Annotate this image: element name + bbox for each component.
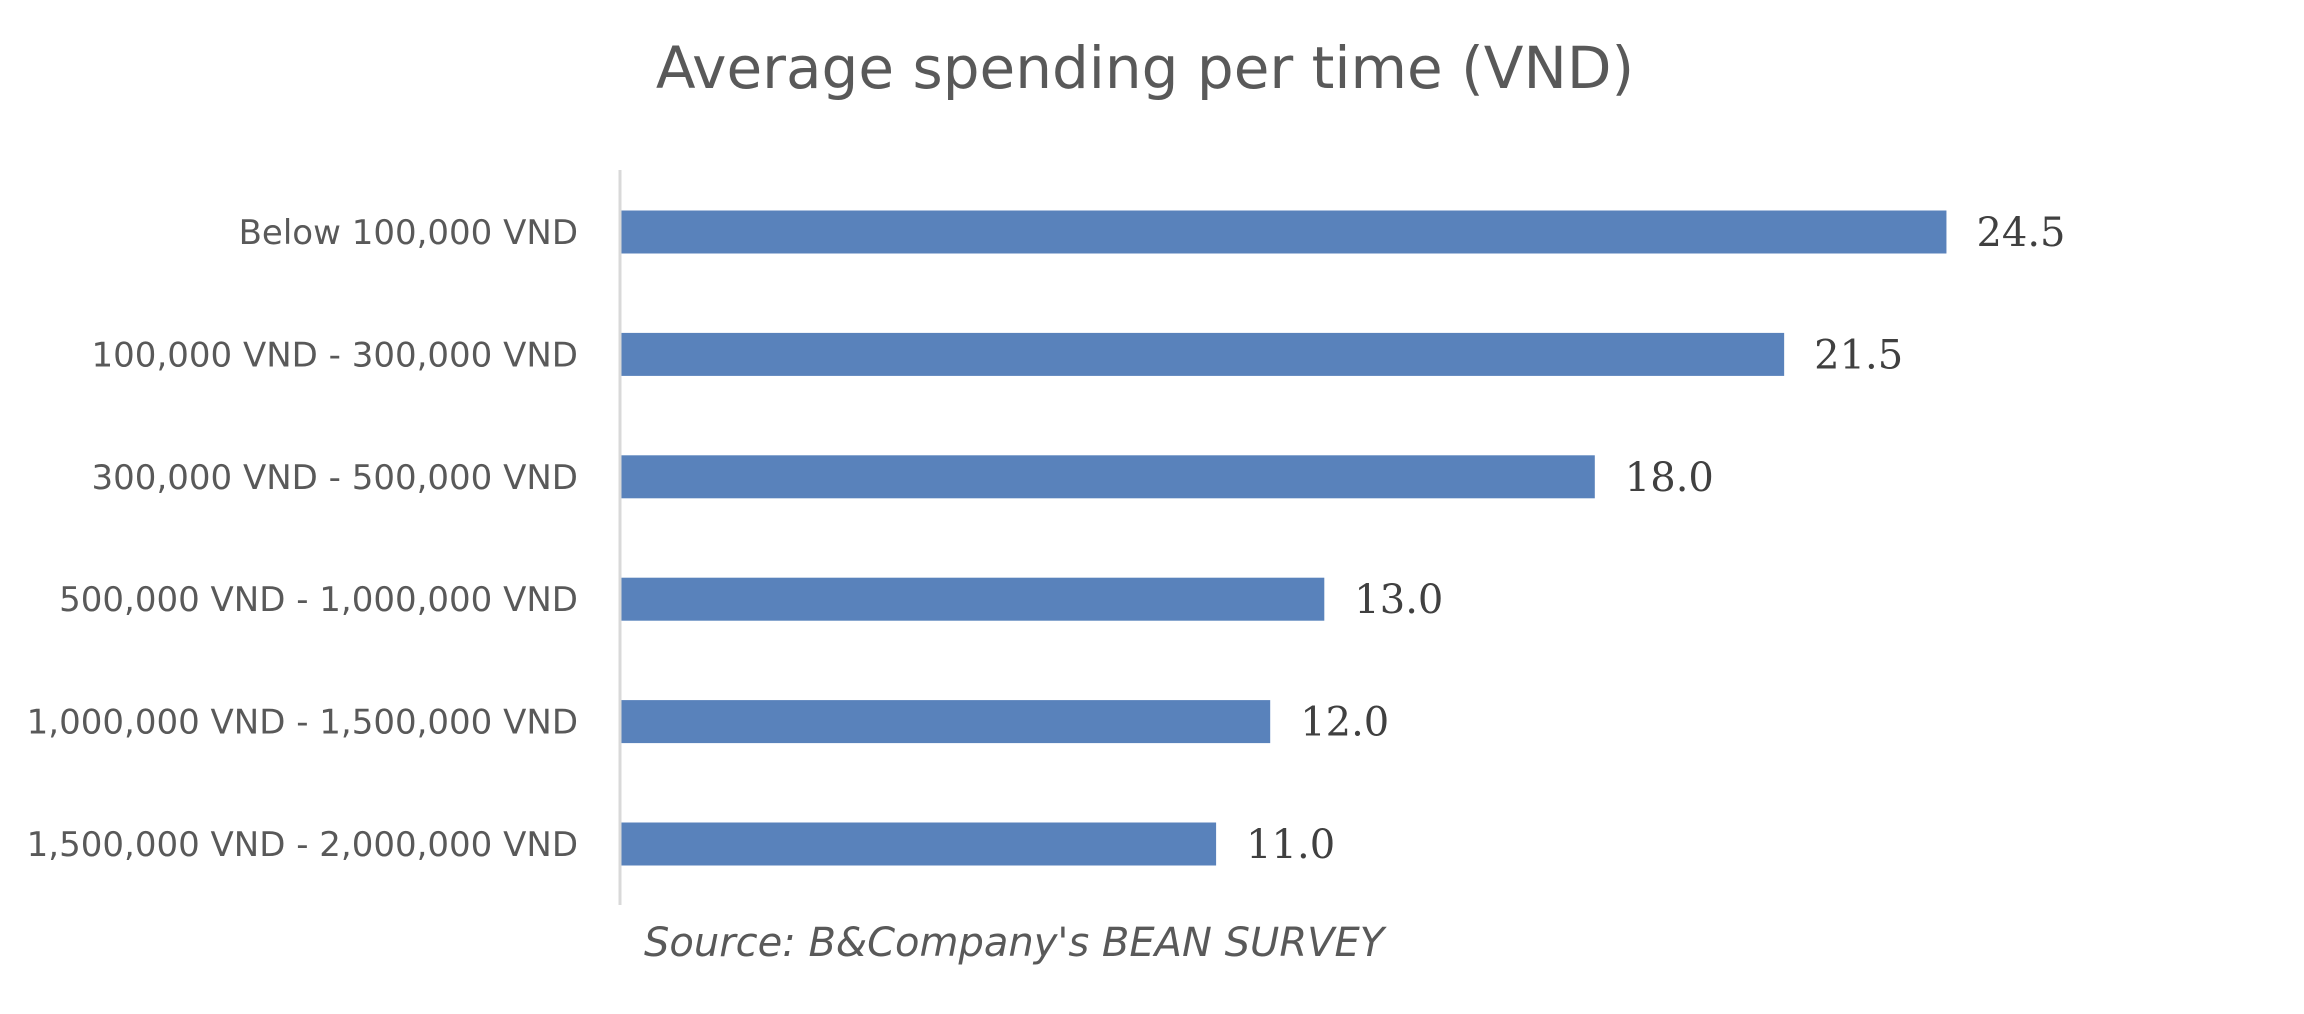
category-label-5: 1,500,000 VND - 2,000,000 VND [27,825,578,865]
category-label-3: 500,000 VND - 1,000,000 VND [59,580,578,620]
value-label-5: 11.0 [1246,822,1335,868]
value-labels: 24.5 21.5 18.0 13.0 12.0 11.0 [1246,210,2065,868]
value-label-1: 21.5 [1814,332,1903,378]
bars-group [621,210,1947,866]
bar-3 [621,577,1325,621]
category-label-0: Below 100,000 VND [239,213,578,253]
bar-4 [621,700,1271,744]
bar-0 [621,210,1947,254]
chart-title: Average spending per time (VND) [656,34,1634,102]
category-label-2: 300,000 VND - 500,000 VND [92,458,578,498]
bar-5 [621,822,1217,866]
value-label-4: 12.0 [1300,700,1389,746]
source-note: Source: B&Company's BEAN SURVEY [644,920,1388,966]
value-label-0: 24.5 [1976,210,2065,256]
category-labels: Below 100,000 VND 100,000 VND - 300,000 V… [27,213,578,865]
bar-1 [621,332,1785,376]
value-label-2: 18.0 [1625,455,1714,501]
category-label-4: 1,000,000 VND - 1,500,000 VND [27,703,578,743]
category-label-1: 100,000 VND - 300,000 VND [92,335,578,375]
bar-2 [621,455,1595,499]
value-label-3: 13.0 [1354,577,1443,623]
